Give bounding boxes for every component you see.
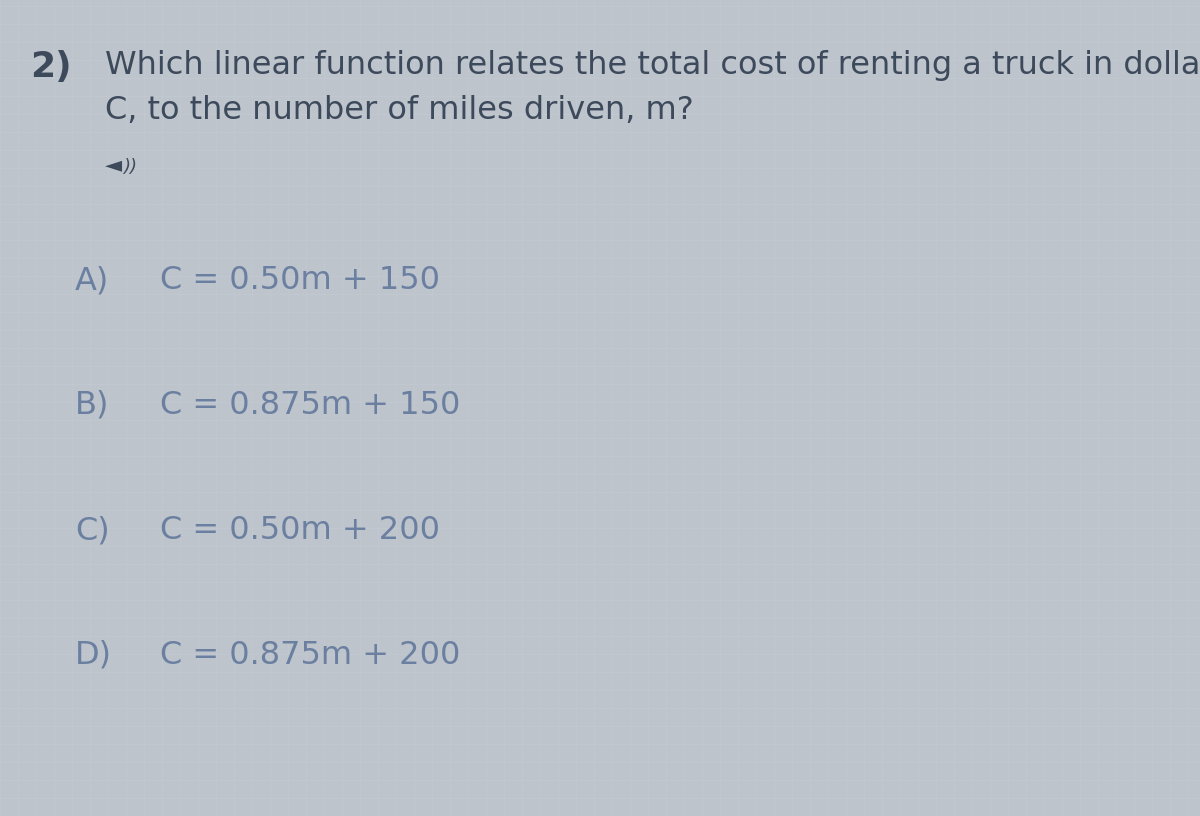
- Text: D): D): [74, 640, 112, 671]
- Text: C = 0.875m + 200: C = 0.875m + 200: [160, 640, 461, 671]
- Text: C = 0.875m + 150: C = 0.875m + 150: [160, 390, 461, 421]
- Text: B): B): [74, 390, 109, 421]
- Text: )): )): [124, 158, 137, 176]
- Text: Which linear function relates the total cost of renting a truck in dollars,: Which linear function relates the total …: [106, 50, 1200, 81]
- Text: C): C): [74, 515, 109, 546]
- Text: 2): 2): [30, 50, 72, 84]
- Text: C = 0.50m + 200: C = 0.50m + 200: [160, 515, 440, 546]
- Text: C = 0.50m + 150: C = 0.50m + 150: [160, 265, 440, 296]
- Text: ◄: ◄: [106, 155, 122, 175]
- Text: A): A): [74, 265, 109, 296]
- Text: C, to the number of miles driven, m?: C, to the number of miles driven, m?: [106, 95, 694, 126]
